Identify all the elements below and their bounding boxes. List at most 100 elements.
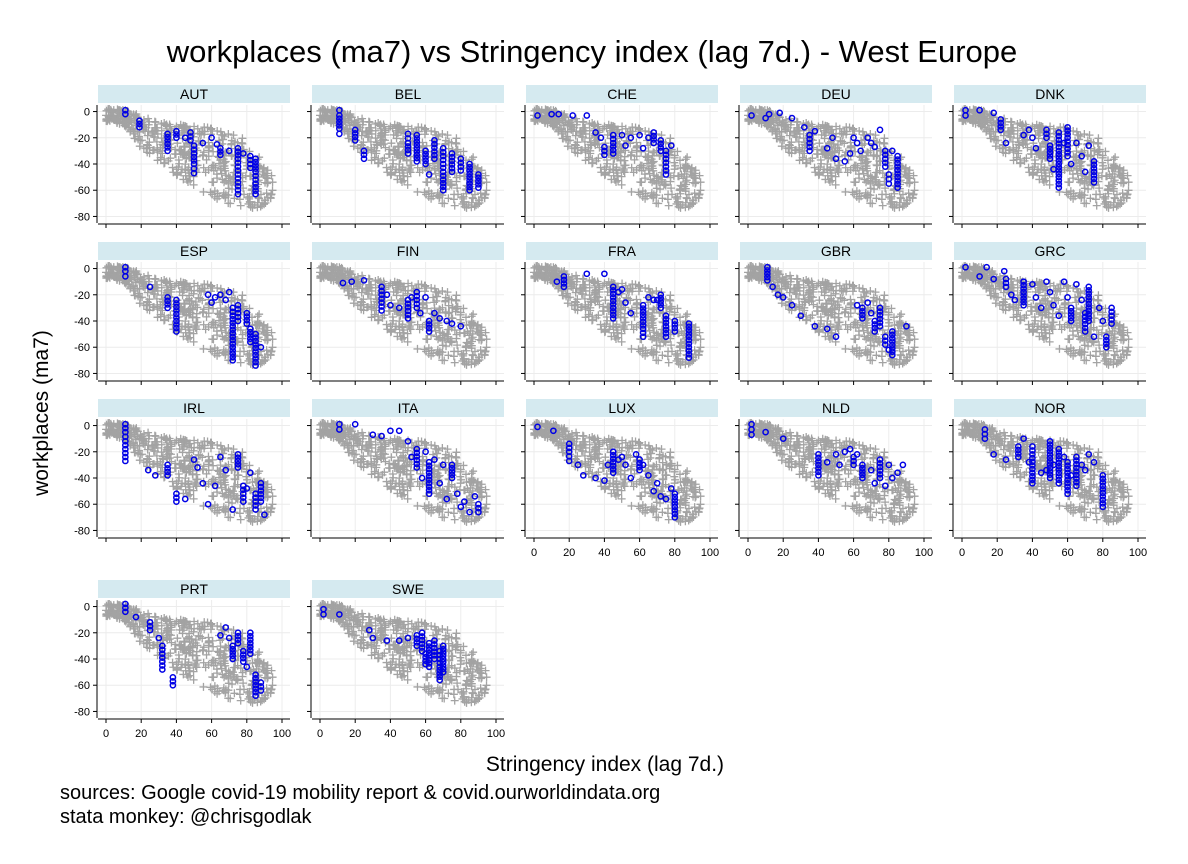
background-point: [450, 358, 459, 367]
background-point: [206, 345, 215, 354]
background-point: [810, 163, 819, 172]
facet-label: DEU: [821, 86, 851, 102]
facet-label: DNK: [1035, 86, 1065, 102]
background-point: [160, 158, 169, 167]
background-point: [440, 356, 449, 365]
background-points: [316, 262, 491, 369]
background-point: [910, 178, 919, 187]
background-point: [204, 165, 213, 174]
background-point: [226, 199, 235, 208]
background-point: [420, 345, 429, 354]
background-point: [186, 176, 195, 185]
background-point: [139, 144, 148, 153]
background-point: [683, 310, 692, 319]
background-point: [189, 180, 198, 189]
y-tick-label: -40: [74, 316, 90, 328]
background-point: [664, 358, 673, 367]
country-point: [876, 126, 884, 134]
background-point: [850, 177, 859, 186]
background-point: [237, 138, 246, 147]
background-point: [636, 177, 645, 186]
background-point: [199, 187, 208, 196]
background-point: [268, 186, 277, 195]
background-point: [1111, 153, 1120, 162]
background-point: [675, 186, 684, 195]
background-point: [236, 358, 245, 367]
background-point: [150, 117, 159, 126]
background-point: [663, 352, 672, 361]
background-point: [868, 199, 877, 208]
background-point: [235, 352, 244, 361]
background-point: [420, 188, 429, 197]
y-tick-label: -80: [74, 368, 90, 380]
background-point: [1093, 138, 1102, 147]
background-point: [216, 127, 225, 136]
background-point: [208, 177, 217, 186]
country-point: [583, 270, 591, 278]
background-point: [157, 134, 166, 143]
background-point: [422, 334, 431, 343]
background-point: [440, 199, 449, 208]
background-point: [1064, 177, 1073, 186]
background-point: [1103, 186, 1112, 195]
background-point: [1124, 178, 1133, 187]
country-point: [222, 296, 230, 304]
background-point: [260, 200, 269, 209]
background-points: [530, 262, 705, 369]
facet-label: FRA: [608, 243, 637, 259]
chart-title: workplaces (ma7) vs Stringency index (la…: [166, 34, 1018, 69]
background-point: [634, 345, 643, 354]
background-point: [203, 123, 212, 132]
background-point: [195, 129, 204, 138]
country-point: [583, 112, 591, 119]
background-point: [627, 344, 636, 353]
background-point: [450, 201, 459, 210]
background-point: [841, 187, 850, 196]
background-point: [1024, 163, 1033, 172]
background-point: [663, 195, 672, 204]
background-point: [1092, 201, 1101, 210]
background-point: [627, 187, 636, 196]
facet-label: FIN: [397, 243, 420, 259]
background-point: [696, 178, 705, 187]
background-point: [382, 320, 391, 329]
background-point: [153, 145, 162, 154]
background-point: [216, 164, 225, 173]
background-point: [268, 335, 277, 344]
y-tick-label: -60: [74, 185, 90, 197]
y-tick-label: 0: [84, 107, 90, 119]
background-point: [230, 194, 239, 203]
background-point: [877, 195, 886, 204]
background-point: [213, 174, 222, 183]
background-point: [208, 334, 217, 343]
background-point: [1082, 199, 1091, 208]
facet-label: BEL: [395, 86, 422, 102]
facet-dnk: DNK: [949, 85, 1146, 228]
background-point: [199, 344, 208, 353]
background-point: [451, 138, 460, 147]
background-point: [268, 178, 277, 187]
background-point: [382, 163, 391, 172]
background-point: [482, 335, 491, 344]
background-point: [206, 188, 215, 197]
background-point: [461, 343, 470, 352]
country-point: [569, 112, 577, 119]
background-point: [422, 177, 431, 186]
facet-deu: DEU: [735, 85, 932, 228]
background-point: [217, 169, 226, 178]
background-point: [449, 195, 458, 204]
y-tick-label: -60: [74, 342, 90, 354]
facet-label: ESP: [180, 243, 208, 259]
background-point: [469, 153, 478, 162]
background-point: [482, 178, 491, 187]
facet-strip: [98, 85, 290, 103]
background-point: [879, 138, 888, 147]
background-point: [654, 199, 663, 208]
background-point: [451, 295, 460, 304]
background-point: [596, 163, 605, 172]
background-points: [530, 105, 705, 212]
y-tick-label: 0: [84, 264, 90, 276]
background-point: [1062, 188, 1071, 197]
